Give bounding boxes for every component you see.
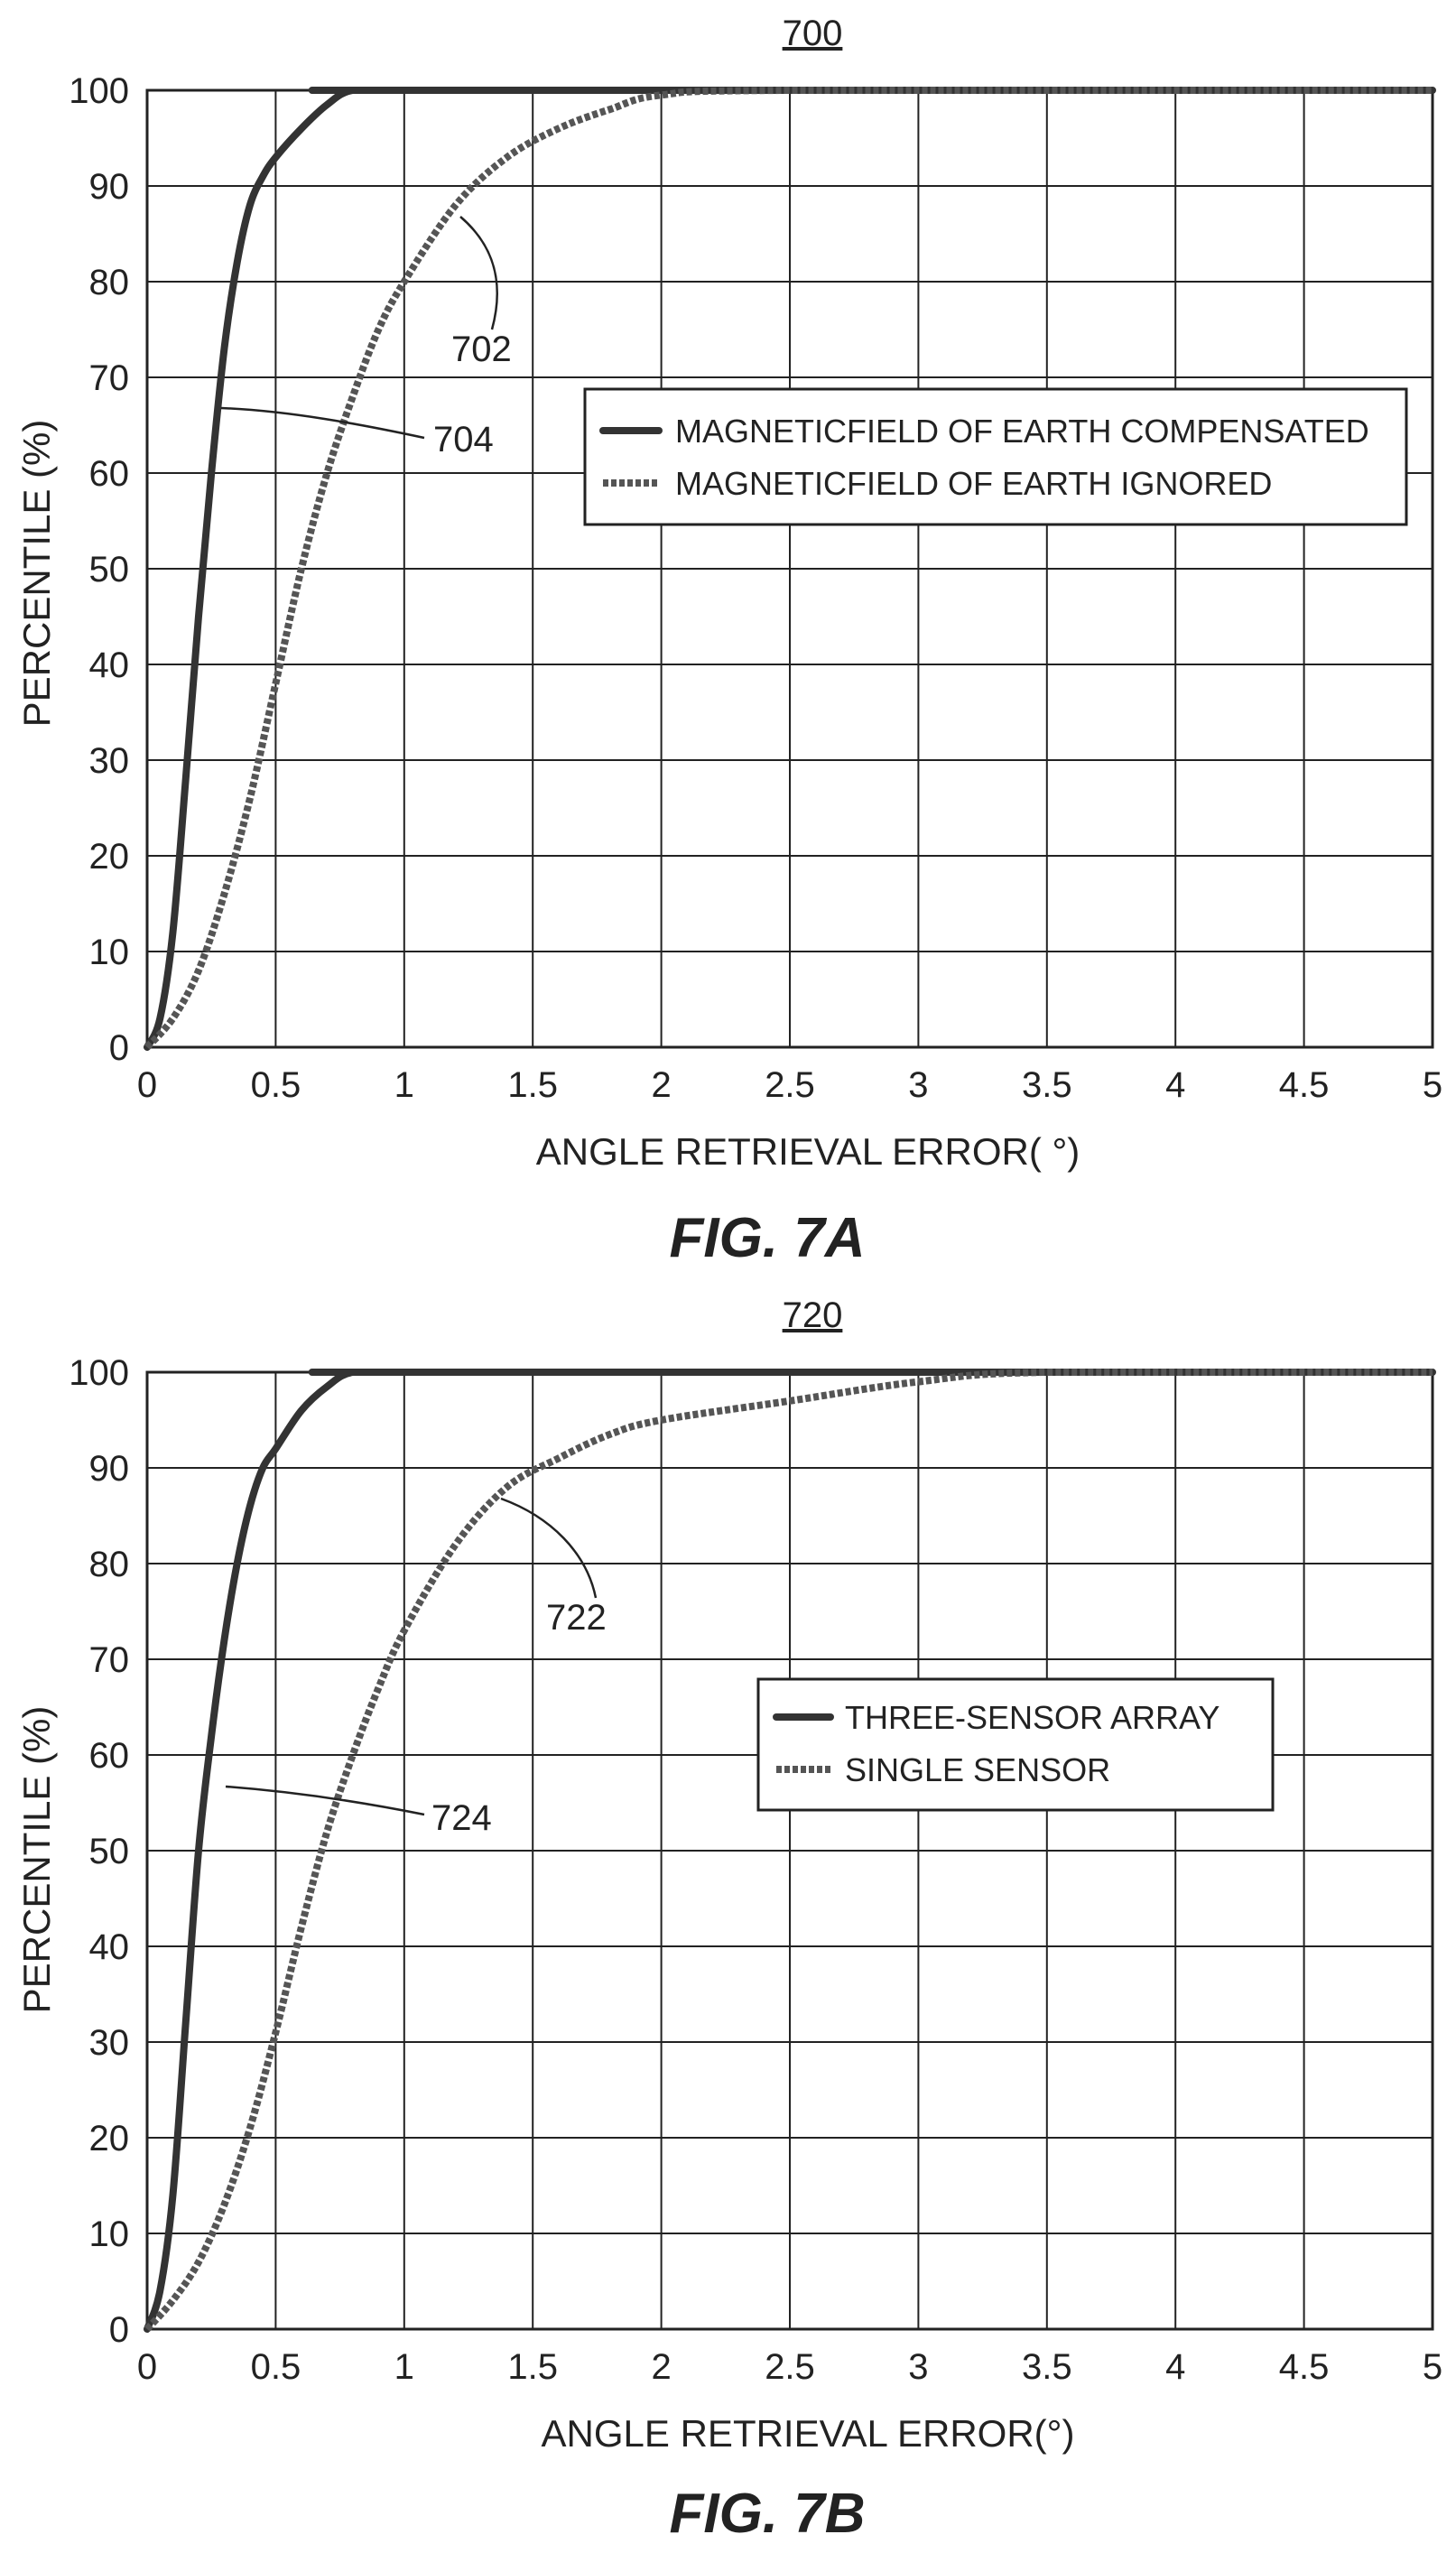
y-tick-label: 90 bbox=[89, 167, 130, 207]
legend-box bbox=[756, 1677, 1275, 1812]
y-tick-label: 80 bbox=[89, 263, 130, 302]
x-tick-label: 0.5 bbox=[251, 2347, 301, 2387]
y-tick-label: 70 bbox=[89, 1640, 130, 1680]
legend: THREE-SENSOR ARRAY SINGLE SENSOR bbox=[756, 1677, 1275, 1812]
callout-leader-724 bbox=[225, 1785, 425, 1816]
y-tick-label: 100 bbox=[69, 1353, 129, 1393]
x-tick-label: 5 bbox=[1423, 1065, 1442, 1105]
series-line-dashed bbox=[144, 86, 1433, 1050]
x-axis-label: ANGLE RETRIEVAL ERROR(°) bbox=[542, 2412, 1075, 2455]
x-tick-label: 4.5 bbox=[1279, 2347, 1330, 2387]
callout-leader-722 bbox=[500, 1497, 598, 1599]
y-axis-label: PERCENTILE (%) bbox=[15, 1706, 58, 2014]
figure-reference-number: 700 bbox=[783, 14, 843, 53]
figure-caption: FIG. 7B bbox=[669, 2483, 865, 2545]
y-tick-label: 20 bbox=[89, 837, 130, 877]
x-tick-label: 0 bbox=[137, 1065, 157, 1105]
x-tick-label: 3 bbox=[908, 1065, 928, 1105]
legend-label-series-1: THREE-SENSOR ARRAY bbox=[845, 1699, 1220, 1736]
x-tick-label: 1 bbox=[394, 1065, 414, 1105]
x-axis-label: ANGLE RETRIEVAL ERROR( °) bbox=[536, 1130, 1080, 1173]
series-line-solid bbox=[144, 1368, 1436, 2333]
legend: MAGNETICFIELD OF EARTH COMPENSATED MAGNE… bbox=[583, 387, 1408, 526]
legend-label-series-2: MAGNETICFIELD OF EARTH IGNORED bbox=[675, 465, 1272, 502]
y-tick-labels: 0 10 20 30 40 50 60 70 80 90 100 bbox=[69, 71, 129, 1068]
grid-lines bbox=[146, 1371, 1433, 2330]
x-tick-label: 4 bbox=[1165, 1065, 1185, 1105]
x-tick-label: 0.5 bbox=[251, 1065, 301, 1105]
y-tick-label: 90 bbox=[89, 1449, 130, 1489]
y-tick-label: 60 bbox=[89, 1736, 130, 1776]
callout-leader-702 bbox=[459, 216, 498, 330]
y-tick-label: 40 bbox=[89, 645, 130, 685]
y-tick-label: 30 bbox=[89, 2023, 130, 2063]
x-tick-label: 0 bbox=[137, 2347, 157, 2387]
x-tick-labels: 0 0.5 1 1.5 2 2.5 3 3.5 4 4.5 5 bbox=[137, 2347, 1442, 2387]
y-tick-label: 10 bbox=[89, 2214, 130, 2254]
callouts: 722 724 bbox=[225, 1497, 607, 1838]
series-line-dashed bbox=[144, 1368, 1433, 2332]
legend-label-series-2: SINGLE SENSOR bbox=[845, 1751, 1110, 1788]
callout-label-722: 722 bbox=[546, 1598, 607, 1638]
legend-label-series-1: MAGNETICFIELD OF EARTH COMPENSATED bbox=[675, 413, 1369, 450]
callout-leader-704 bbox=[220, 406, 425, 440]
x-tick-label: 1 bbox=[394, 2347, 414, 2387]
y-tick-label: 60 bbox=[89, 454, 130, 494]
callouts: 702 704 bbox=[220, 216, 512, 460]
x-tick-label: 2 bbox=[651, 1065, 671, 1105]
x-tick-label: 3 bbox=[908, 2347, 928, 2387]
grid-lines bbox=[146, 89, 1433, 1048]
chart-panel-fig-7a: 700 0 10 20 30 40 50 60 70 80 90 100 0 0.5 1 1.5 2 2.5 3… bbox=[15, 14, 1442, 1269]
legend-box bbox=[583, 387, 1408, 526]
figure-caption: FIG. 7A bbox=[669, 1207, 865, 1269]
x-tick-label: 3.5 bbox=[1022, 1065, 1072, 1105]
y-tick-label: 0 bbox=[109, 1028, 129, 1068]
x-tick-label: 2.5 bbox=[765, 1065, 815, 1105]
y-tick-label: 50 bbox=[89, 550, 130, 590]
x-tick-label: 1.5 bbox=[507, 2347, 558, 2387]
x-tick-label: 1.5 bbox=[507, 1065, 558, 1105]
y-tick-labels: 0 10 20 30 40 50 60 70 80 90 100 bbox=[69, 1353, 129, 2350]
x-tick-label: 5 bbox=[1423, 2347, 1442, 2387]
data-series bbox=[144, 86, 1436, 1051]
x-tick-label: 4 bbox=[1165, 2347, 1185, 2387]
x-tick-label: 2.5 bbox=[765, 2347, 815, 2387]
y-tick-label: 30 bbox=[89, 741, 130, 781]
x-tick-label: 4.5 bbox=[1279, 1065, 1330, 1105]
figure-reference-number: 720 bbox=[783, 1295, 843, 1335]
y-axis-label: PERCENTILE (%) bbox=[15, 420, 58, 728]
chart-panel-fig-7b: 720 0 10 20 30 40 50 60 70 80 90 100 0 0.5 1 1.5 2 2.5 3… bbox=[15, 1295, 1442, 2545]
y-tick-label: 10 bbox=[89, 933, 130, 972]
y-tick-label: 40 bbox=[89, 1927, 130, 1967]
y-tick-label: 80 bbox=[89, 1545, 130, 1584]
callout-label-702: 702 bbox=[451, 330, 512, 369]
y-tick-label: 50 bbox=[89, 1832, 130, 1871]
callout-label-724: 724 bbox=[431, 1798, 492, 1838]
y-tick-label: 20 bbox=[89, 2119, 130, 2158]
y-tick-label: 100 bbox=[69, 71, 129, 111]
series-line-solid bbox=[144, 86, 1436, 1051]
y-tick-label: 0 bbox=[109, 2310, 129, 2350]
callout-label-704: 704 bbox=[433, 420, 494, 460]
y-tick-label: 70 bbox=[89, 358, 130, 398]
data-series bbox=[144, 1368, 1436, 2333]
x-tick-labels: 0 0.5 1 1.5 2 2.5 3 3.5 4 4.5 5 bbox=[137, 1065, 1442, 1105]
x-tick-label: 3.5 bbox=[1022, 2347, 1072, 2387]
x-tick-label: 2 bbox=[651, 2347, 671, 2387]
